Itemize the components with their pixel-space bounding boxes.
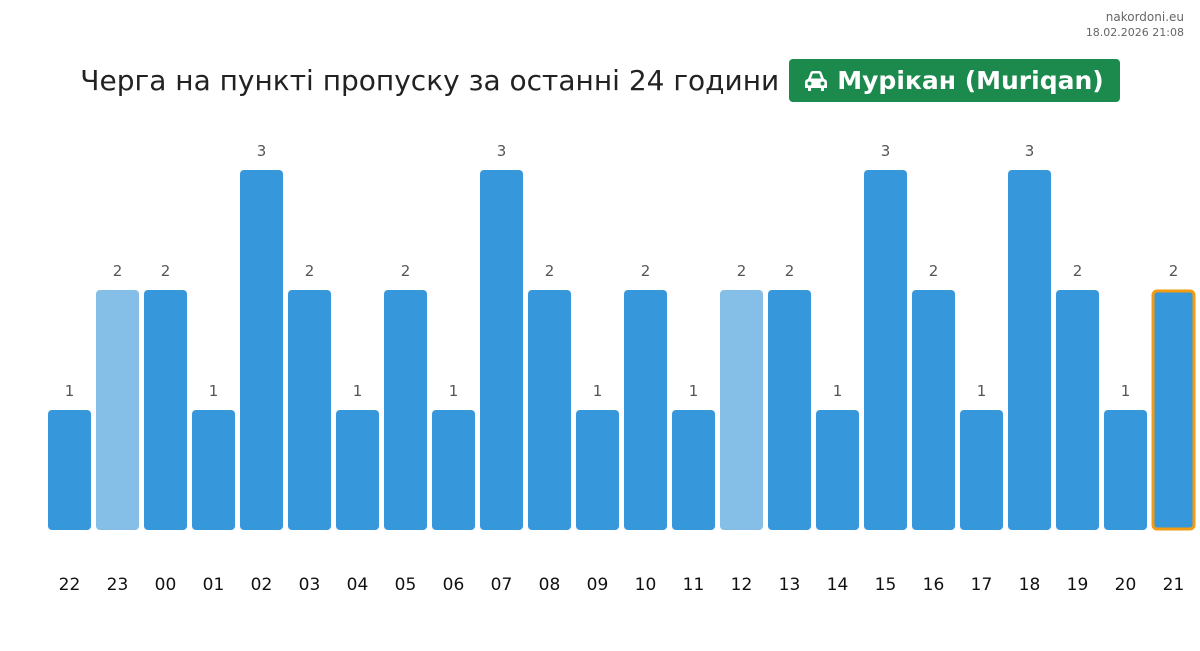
bar-00 [144, 290, 187, 530]
bar-value-label: 2 [641, 262, 651, 280]
x-tick-label: 17 [971, 575, 993, 595]
bar-value-label: 1 [1121, 382, 1131, 400]
x-tick-label: 18 [1019, 575, 1041, 595]
bar-value-label: 2 [305, 262, 315, 280]
bar-value-label: 2 [113, 262, 123, 280]
bar-value-label: 2 [1073, 262, 1083, 280]
bar-17 [960, 410, 1003, 530]
x-tick-label: 05 [395, 575, 417, 595]
bar-21-highlighted [1151, 289, 1196, 531]
bar-value-label: 1 [977, 382, 987, 400]
x-tick-label: 16 [923, 575, 945, 595]
bar-22 [48, 410, 91, 530]
x-tick-label: 12 [731, 575, 753, 595]
x-tick-label: 00 [155, 575, 177, 595]
bar-value-label: 2 [929, 262, 939, 280]
bar-07 [480, 170, 523, 530]
bar-value-label: 2 [401, 262, 411, 280]
x-tick-label: 19 [1067, 575, 1089, 595]
bar-value-label: 2 [785, 262, 795, 280]
bar-13 [768, 290, 811, 530]
bar-08 [528, 290, 571, 530]
x-tick-label: 14 [827, 575, 849, 595]
bar-value-label: 1 [689, 382, 699, 400]
bar-value-label: 2 [1169, 262, 1179, 280]
x-tick-label: 21 [1163, 575, 1185, 595]
bar-value-label: 2 [545, 262, 555, 280]
x-tick-label: 04 [347, 575, 369, 595]
x-tick-label: 01 [203, 575, 225, 595]
bar-value-label: 1 [833, 382, 843, 400]
page-title: Черга на пункті пропуску за останні 24 г… [80, 64, 780, 97]
x-tick-label: 03 [299, 575, 321, 595]
x-tick-label: 09 [587, 575, 609, 595]
bar-value-label: 3 [257, 142, 267, 160]
bar-05 [384, 290, 427, 530]
x-tick-label: 15 [875, 575, 897, 595]
bar-value-label: 2 [737, 262, 747, 280]
car-icon [805, 70, 828, 91]
bar-19 [1056, 290, 1099, 530]
bar-18 [1008, 170, 1051, 530]
bar-16 [912, 290, 955, 530]
badge-label: Мурікан (Muriqan) [837, 66, 1104, 95]
bar-value-label: 1 [209, 382, 219, 400]
x-tick-label: 23 [107, 575, 129, 595]
bar-03 [288, 290, 331, 530]
timestamp: 18.02.2026 21:08 [1085, 26, 1184, 39]
bar-value-label: 3 [1025, 142, 1035, 160]
bar-10 [624, 290, 667, 530]
checkpoint-badge: Мурікан (Muriqan) [789, 59, 1120, 102]
bar-value-label: 3 [881, 142, 891, 160]
bar-14 [816, 410, 859, 530]
bar-value-label: 2 [161, 262, 171, 280]
bar-06 [432, 410, 475, 530]
bar-11 [672, 410, 715, 530]
bar-value-label: 1 [449, 382, 459, 400]
bar-01 [192, 410, 235, 530]
bar-20 [1104, 410, 1147, 530]
bar-04 [336, 410, 379, 530]
x-tick-label: 20 [1115, 575, 1137, 595]
site-name: nakordoni.eu [1105, 10, 1184, 24]
site-info: nakordoni.eu 18.02.2026 21:08 [1086, 10, 1184, 39]
x-tick-label: 10 [635, 575, 657, 595]
bar-value-label: 1 [593, 382, 603, 400]
bar-15 [864, 170, 907, 530]
bar-value-label: 1 [353, 382, 363, 400]
bar-02 [240, 170, 283, 530]
bar-23 [96, 290, 139, 530]
x-tick-label: 11 [683, 575, 705, 595]
x-tick-label: 13 [779, 575, 801, 595]
x-tick-label: 06 [443, 575, 465, 595]
x-tick-label: 07 [491, 575, 513, 595]
bar-value-label: 3 [497, 142, 507, 160]
x-tick-label: 02 [251, 575, 273, 595]
bar-value-label: 1 [65, 382, 75, 400]
x-tick-label: 22 [59, 575, 81, 595]
title-row: Черга на пункті пропуску за останні 24 г… [0, 59, 1200, 102]
bar-09 [576, 410, 619, 530]
bar-12 [720, 290, 763, 530]
x-tick-label: 08 [539, 575, 561, 595]
